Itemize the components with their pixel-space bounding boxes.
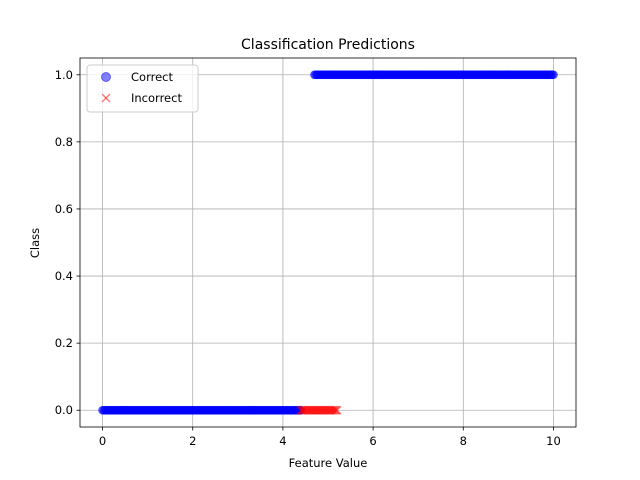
- grid: [80, 58, 576, 427]
- y-tick-label: 0.4: [55, 269, 73, 283]
- point-correct: [549, 70, 558, 80]
- x-tick-label: 2: [189, 434, 196, 448]
- y-tick-label: 0.2: [55, 336, 73, 350]
- legend-correct-marker: [101, 72, 111, 82]
- data-points: [98, 70, 558, 415]
- legend-incorrect-label: Incorrect: [131, 91, 182, 105]
- y-axis-label: Class: [28, 228, 42, 258]
- x-tick-label: 4: [279, 434, 286, 448]
- chart-title: Classification Predictions: [241, 37, 415, 53]
- x-tick-label: 8: [460, 434, 467, 448]
- legend-incorrect-marker: [101, 93, 111, 103]
- legend-box: [86, 64, 199, 113]
- legend: Correct Incorrect: [86, 64, 199, 113]
- axis-ticks: 0 2 4 6 8 10 0.0 0.2 0.4 0.6 0.8 1.0: [55, 68, 561, 448]
- y-tick-label: 0.6: [55, 202, 73, 216]
- point-incorrect: [330, 405, 340, 415]
- point-incorrect: [332, 405, 342, 415]
- y-tick-label: 0.8: [55, 135, 73, 149]
- point-incorrect: [329, 405, 339, 415]
- y-tick-label: 1.0: [55, 68, 73, 82]
- y-tick-label: 0.0: [55, 403, 73, 417]
- x-tick-label: 10: [546, 434, 561, 448]
- plot-frame: [79, 57, 577, 428]
- x-tick-label: 0: [99, 434, 106, 448]
- x-tick-label: 6: [369, 434, 376, 448]
- point-incorrect: [331, 405, 341, 415]
- x-axis-label: Feature Value: [289, 456, 368, 470]
- legend-correct-label: Correct: [131, 70, 173, 84]
